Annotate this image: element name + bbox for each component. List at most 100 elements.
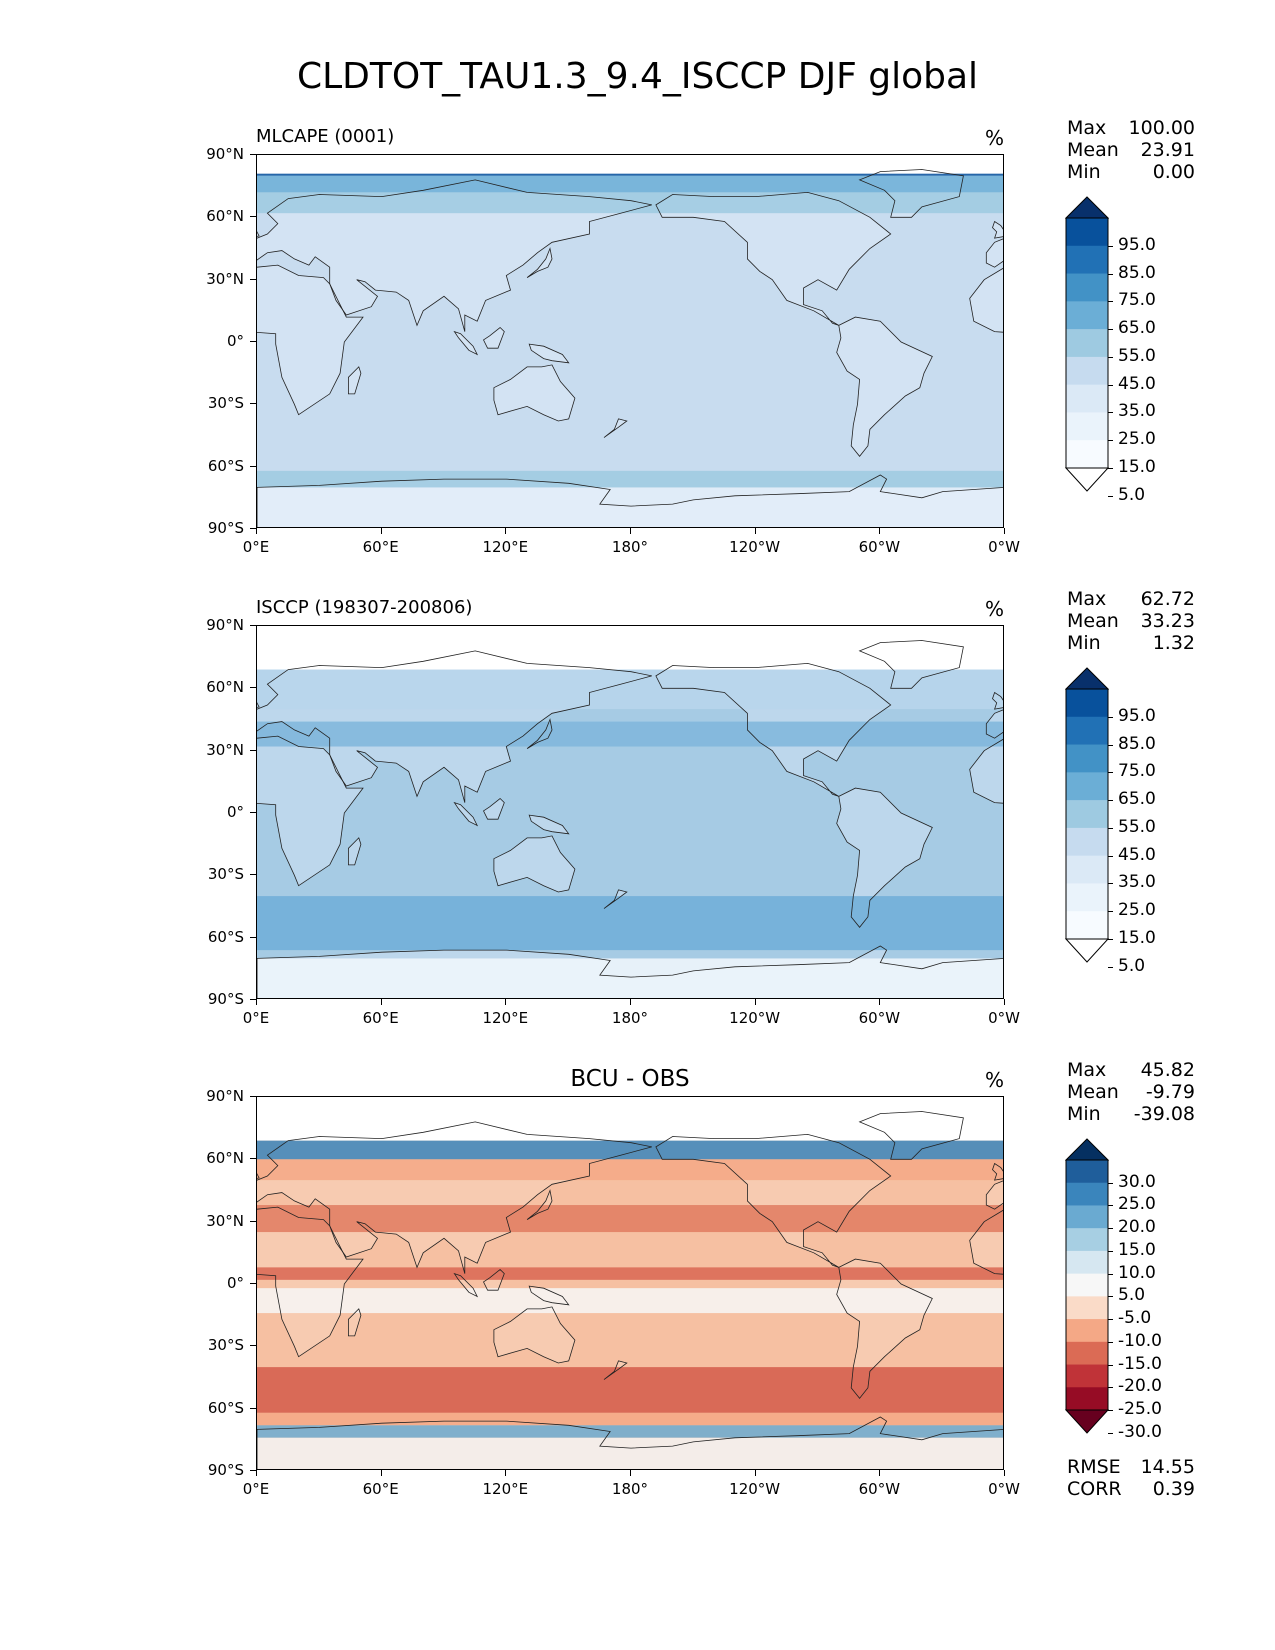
colorbar-tick bbox=[1108, 273, 1113, 275]
x-tick bbox=[505, 1470, 507, 1476]
colorbar-tick bbox=[1108, 468, 1113, 469]
stat-mean-value: 23.91 bbox=[1140, 139, 1195, 161]
stat-mean: Mean 33.23 bbox=[1067, 610, 1195, 632]
colorbar bbox=[1065, 667, 1109, 963]
colorbar-label: 95.0 bbox=[1118, 234, 1156, 255]
colorbar-segment bbox=[1066, 1387, 1108, 1411]
x-tick bbox=[630, 1470, 631, 1476]
coastline-japan bbox=[526, 247, 553, 278]
x-tick bbox=[754, 528, 756, 534]
colorbar-segment bbox=[1066, 245, 1108, 275]
panel-model: MLCAPE (0001)% Max 100.00 Mean 23.91 Min 0.00 9… bbox=[0, 0, 1275, 556]
stat-min-label: Min bbox=[1067, 161, 1101, 183]
colorbar-label: 15.0 bbox=[1118, 457, 1156, 477]
coastline-borneo bbox=[482, 797, 505, 820]
colorbar-segment bbox=[1066, 1364, 1108, 1388]
colorbar-segment bbox=[1066, 800, 1108, 829]
stat-rmse: RMSE 14.55 bbox=[1067, 1456, 1195, 1478]
coastline-australia bbox=[493, 835, 576, 893]
x-tick bbox=[630, 528, 631, 534]
field-band bbox=[257, 1437, 1003, 1469]
colorbar-segment bbox=[1066, 384, 1108, 413]
colorbar-segment bbox=[1066, 911, 1108, 940]
land-sumatra bbox=[454, 331, 478, 355]
y-tick-label: 30°S bbox=[207, 865, 244, 884]
colorbar-segment bbox=[1066, 412, 1108, 441]
coastline-madagascar bbox=[348, 1308, 362, 1337]
colorbar-tick bbox=[1108, 1296, 1113, 1298]
y-tick-label: 90°S bbox=[207, 1461, 244, 1479]
coastline-sumatra bbox=[453, 1272, 479, 1298]
stat-min-label: Min bbox=[1067, 1103, 1101, 1125]
y-tick-label: 90°N bbox=[206, 145, 244, 163]
stat-max-label: Max bbox=[1067, 117, 1107, 139]
colorbar-label: 55.0 bbox=[1118, 816, 1156, 837]
colorbar-segment bbox=[1066, 1319, 1108, 1343]
colorbar-label: -20.0 bbox=[1118, 1376, 1162, 1397]
y-tick bbox=[250, 874, 256, 876]
coastline-eurasia bbox=[257, 650, 652, 803]
colorbar-tick bbox=[1108, 744, 1113, 746]
stat-mean-label: Mean bbox=[1067, 610, 1119, 632]
coastline-newguinea bbox=[528, 814, 570, 835]
colorbar-segment bbox=[1066, 301, 1108, 330]
x-tick bbox=[1004, 1470, 1005, 1476]
y-tick-label: 0° bbox=[226, 332, 244, 350]
map-field bbox=[257, 1097, 1003, 1469]
y-tick bbox=[250, 154, 256, 155]
x-tick-label: 180° bbox=[611, 1480, 649, 1498]
colorbar-tick bbox=[1108, 1205, 1113, 1207]
land-africa bbox=[969, 739, 1003, 804]
colorbar-segment bbox=[1066, 1341, 1108, 1366]
y-tick-label: 60°S bbox=[207, 927, 244, 946]
field-band bbox=[257, 721, 1003, 747]
x-tick bbox=[380, 1470, 382, 1476]
x-tick bbox=[879, 528, 881, 534]
colorbar-extend-max bbox=[1065, 1138, 1109, 1161]
stat-rmse-label: RMSE bbox=[1067, 1456, 1121, 1478]
map-plot bbox=[256, 1096, 1004, 1470]
colorbar-label: 45.0 bbox=[1118, 844, 1156, 865]
stat-min-value: 1.32 bbox=[1152, 632, 1195, 654]
y-tick-label: 60°N bbox=[206, 1149, 244, 1168]
stat-min-label: Min bbox=[1067, 632, 1101, 654]
colorbar-segment bbox=[1066, 1273, 1108, 1297]
coastline-newguinea bbox=[528, 1285, 570, 1306]
coastline-japan bbox=[526, 718, 553, 749]
x-tick bbox=[754, 1470, 756, 1476]
y-tick-label: 0° bbox=[226, 1274, 244, 1292]
stat-max-label: Max bbox=[1067, 588, 1107, 610]
colorbar-tick bbox=[1108, 883, 1113, 885]
y-tick-label: 30°N bbox=[206, 269, 244, 288]
land-borneo bbox=[483, 327, 505, 349]
colorbar-segment bbox=[1066, 827, 1108, 857]
coastline-greenland bbox=[858, 1111, 964, 1160]
colorbar-tick bbox=[1108, 412, 1113, 414]
colorbar-segment bbox=[1066, 218, 1108, 247]
colorbar-label: 25.0 bbox=[1118, 900, 1156, 921]
coastline-madagascar bbox=[348, 366, 362, 395]
colorbar-segment bbox=[1066, 1250, 1108, 1275]
y-tick bbox=[250, 465, 256, 467]
colorbar-label: -15.0 bbox=[1118, 1353, 1162, 1374]
x-tick-label: 60°E bbox=[362, 1480, 399, 1498]
colorbar-label: -30.0 bbox=[1118, 1421, 1162, 1442]
land-eurasia bbox=[986, 1180, 1003, 1210]
x-tick bbox=[505, 528, 507, 534]
y-tick bbox=[250, 341, 256, 342]
x-tick bbox=[505, 999, 507, 1005]
colorbar-outline bbox=[1065, 217, 1109, 469]
x-tick-label: 120°E bbox=[482, 1480, 529, 1498]
y-tick bbox=[250, 528, 256, 529]
land-madagascar bbox=[348, 366, 361, 394]
x-tick bbox=[256, 999, 257, 1005]
y-tick bbox=[250, 216, 256, 218]
x-tick-label: 0°W bbox=[988, 538, 1020, 556]
x-tick bbox=[256, 528, 257, 534]
coastline-uk bbox=[257, 1173, 260, 1179]
coastline-japan bbox=[526, 1189, 553, 1220]
colorbar-label: 75.0 bbox=[1118, 761, 1156, 782]
map-plot bbox=[256, 625, 1004, 999]
colorbar-label: 65.0 bbox=[1118, 318, 1156, 339]
stat-max-value: 62.72 bbox=[1140, 588, 1195, 610]
